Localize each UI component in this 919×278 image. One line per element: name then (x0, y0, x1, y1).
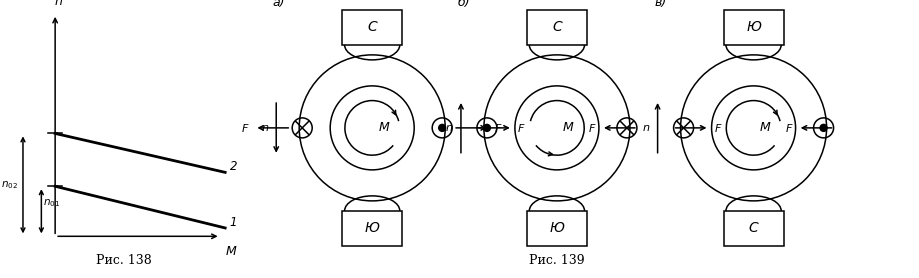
Text: 1: 1 (230, 216, 237, 229)
Text: в): в) (654, 0, 667, 9)
Text: $M$: $M$ (378, 121, 390, 134)
Text: $n$: $n$ (54, 0, 63, 8)
Text: б): б) (458, 0, 471, 9)
Text: $F$: $F$ (714, 122, 722, 134)
Ellipse shape (820, 124, 827, 131)
Text: $F$: $F$ (517, 122, 526, 134)
Text: $n_{02}$: $n_{02}$ (1, 179, 18, 191)
Text: С: С (749, 221, 758, 235)
Text: $M$: $M$ (759, 121, 771, 134)
Text: $M$: $M$ (225, 245, 238, 258)
Text: Ю: Ю (365, 221, 380, 235)
Text: 2: 2 (230, 160, 237, 173)
Ellipse shape (483, 124, 491, 131)
Text: $n$: $n$ (642, 123, 651, 133)
Ellipse shape (438, 124, 446, 131)
Text: $M$: $M$ (562, 121, 574, 134)
Text: $F$: $F$ (494, 122, 503, 134)
Text: $F$: $F$ (588, 122, 596, 134)
Text: С: С (368, 20, 377, 34)
Text: $n_{01}$: $n_{01}$ (43, 197, 61, 209)
Text: Рис. 138: Рис. 138 (96, 254, 152, 267)
Text: $F$: $F$ (242, 122, 250, 134)
Text: $n$: $n$ (446, 123, 454, 133)
Text: а): а) (273, 0, 286, 9)
Text: $F$: $F$ (785, 122, 793, 134)
Text: $n$: $n$ (261, 123, 269, 133)
Text: Ю: Ю (550, 221, 564, 235)
Text: Рис. 139: Рис. 139 (529, 254, 584, 267)
Text: Ю: Ю (746, 20, 761, 34)
Text: С: С (552, 20, 562, 34)
